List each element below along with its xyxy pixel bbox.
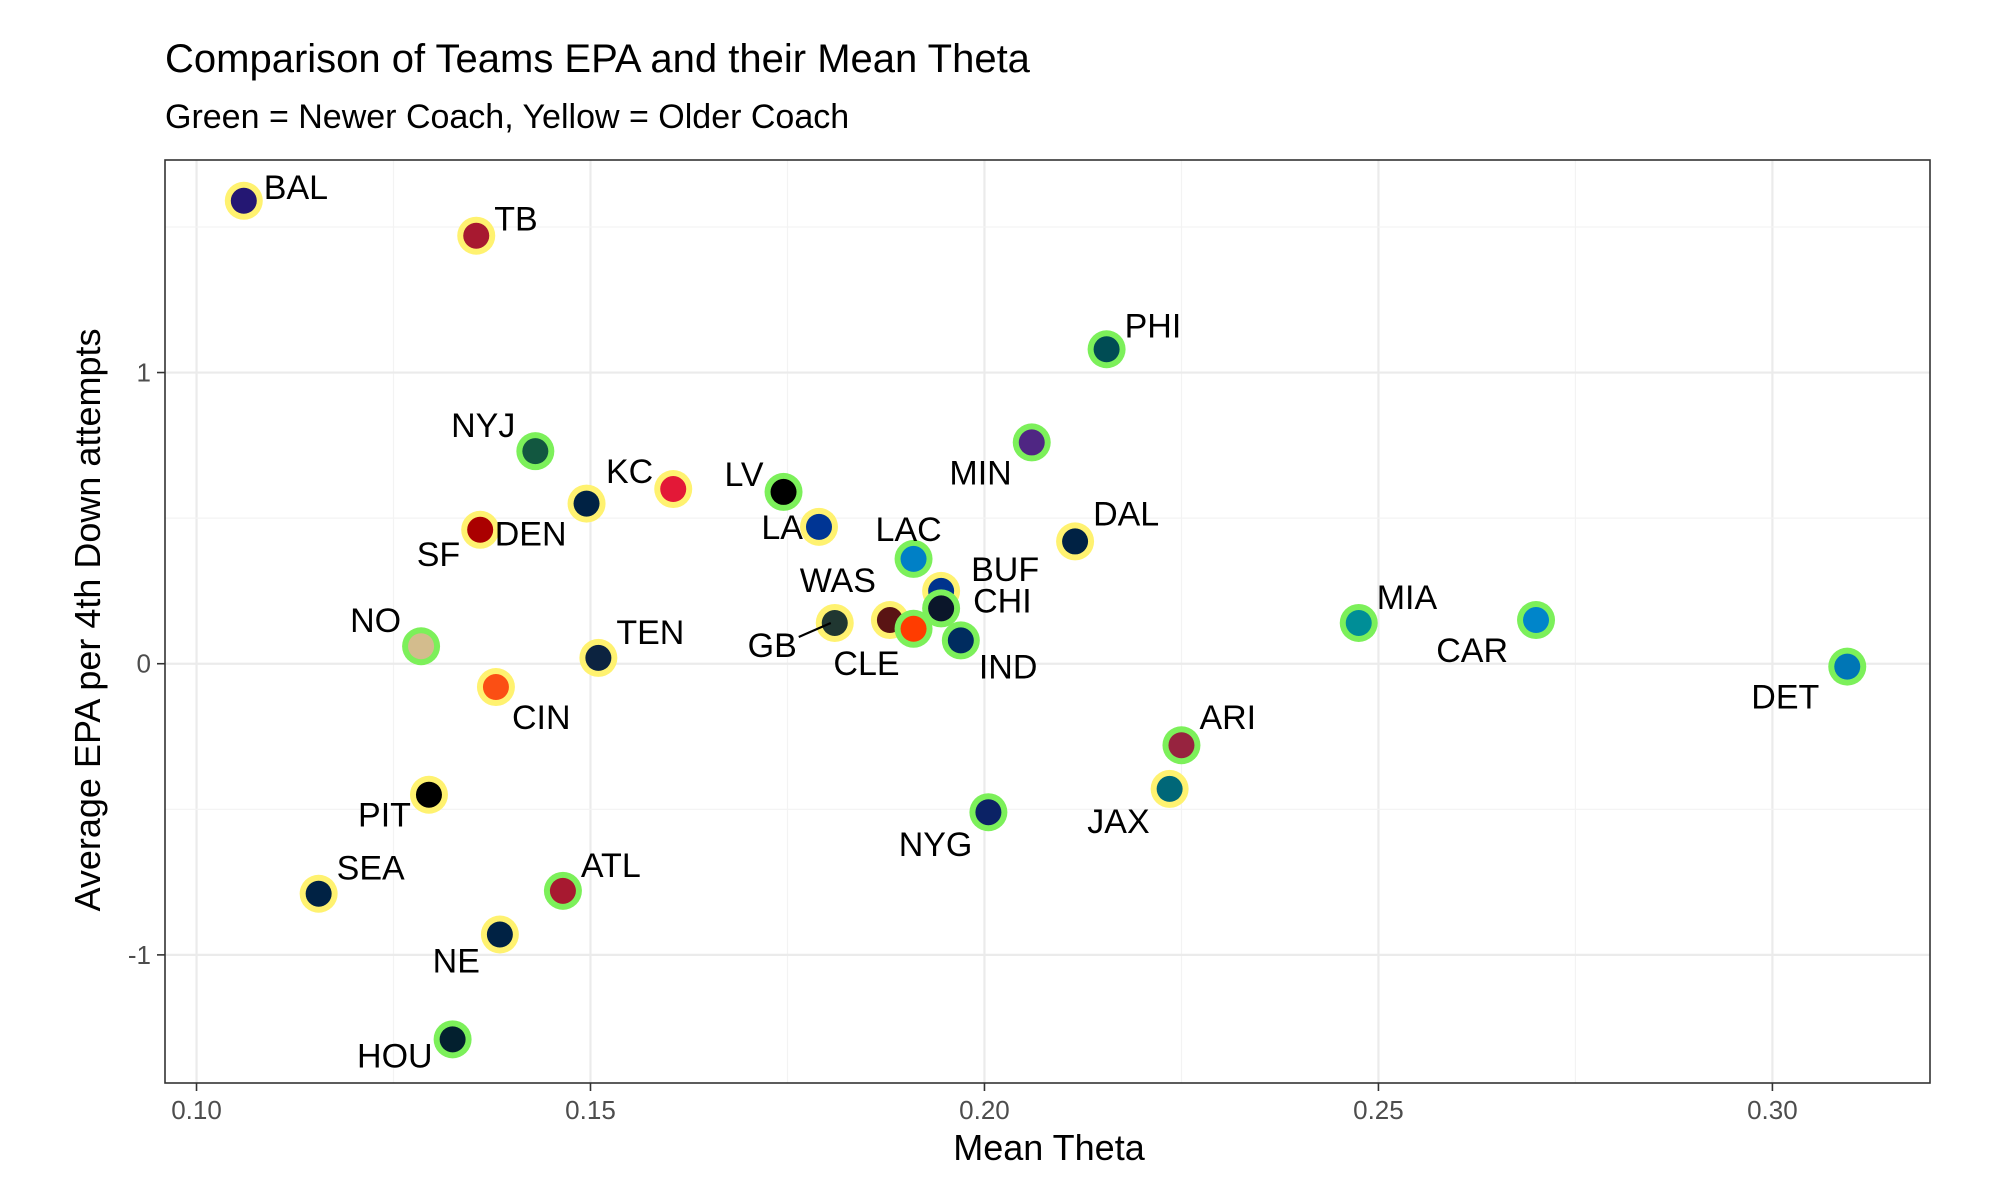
point-label-was: WAS (800, 562, 876, 600)
point-gb (821, 609, 848, 636)
point-label-bal: BAL (264, 169, 328, 207)
point-label-sea: SEA (337, 850, 405, 888)
point-label-buf: BUF (971, 551, 1039, 589)
point-car (1523, 607, 1550, 634)
x-tick-label: 0.25 (1353, 1095, 1404, 1125)
point-ten (585, 644, 612, 671)
point-label-hou: HOU (357, 1037, 433, 1075)
x-tick-label: 0.10 (171, 1095, 222, 1125)
point-label-kc: KC (606, 453, 653, 491)
point-label-ind: IND (979, 648, 1038, 686)
point-label-jax: JAX (1087, 803, 1149, 841)
point-label-la: LA (761, 509, 803, 547)
point-tb (463, 222, 490, 249)
point-dal (1062, 528, 1089, 555)
point-label-sf: SF (417, 536, 460, 574)
point-ne (486, 921, 513, 948)
point-label-chi: CHI (973, 582, 1032, 620)
point-ind (947, 627, 974, 654)
point-label-det: DET (1751, 679, 1819, 717)
point-jax (1156, 775, 1183, 802)
point-label-gb: GB (748, 627, 797, 665)
x-tick-label: 0.20 (959, 1095, 1010, 1125)
panel-border (164, 159, 1931, 1084)
x-axis-title: Mean Theta (953, 1127, 1145, 1168)
point-label-lac: LAC (876, 511, 942, 549)
point-cle (900, 615, 927, 642)
point-label-phi: PHI (1125, 307, 1182, 345)
point-lac (900, 545, 927, 572)
point-sea (305, 880, 332, 907)
point-nyj (522, 438, 549, 465)
point-kc (660, 476, 687, 503)
point-label-no: NO (350, 602, 401, 640)
point-nyg (975, 799, 1002, 826)
point-label-ne: NE (433, 943, 480, 981)
point-label-mia: MIA (1377, 579, 1438, 617)
point-label-nyg: NYG (899, 826, 973, 864)
point-no (408, 633, 435, 660)
point-min (1018, 429, 1045, 456)
point-label-atl: ATL (581, 847, 641, 885)
point-chi (928, 595, 955, 622)
point-label-nyj: NYJ (451, 407, 515, 445)
point-label-min: MIN (949, 454, 1011, 492)
point-label-cle: CLE (833, 645, 899, 683)
chart-subtitle: Green = Newer Coach, Yellow = Older Coac… (165, 98, 849, 136)
point-label-den: DEN (495, 516, 567, 554)
point-mia (1345, 609, 1372, 636)
plot-panel: 0.10 0.15 0.20 0.25 0.30 -1 0 1 BAL TB PHI NYJ MIN KC… (128, 159, 1931, 1125)
y-axis-title: Average EPA per 4th Down attempts (67, 329, 108, 912)
point-lv (770, 478, 797, 505)
y-tick-label: 1 (137, 358, 151, 388)
point-label-ari: ARI (1199, 699, 1256, 737)
point-label-lv: LV (724, 456, 763, 494)
y-tick-label: -1 (128, 940, 151, 970)
y-tick-label: 0 (137, 649, 151, 679)
point-cin (482, 674, 509, 701)
chart-title: Comparison of Teams EPA and their Mean T… (165, 37, 1031, 81)
point-det (1834, 653, 1861, 680)
point-label-pit: PIT (358, 797, 411, 835)
point-phi (1093, 336, 1120, 363)
label-leader-gb (798, 621, 832, 638)
point-atl (549, 877, 576, 904)
point-bal (230, 187, 257, 214)
point-pit (415, 781, 442, 808)
point-la (805, 513, 832, 540)
point-hou (439, 1026, 466, 1053)
point-ari (1168, 732, 1195, 759)
x-tick-label: 0.30 (1747, 1095, 1798, 1125)
point-label-ten: TEN (616, 614, 684, 652)
point-label-car: CAR (1436, 632, 1508, 670)
point-den (573, 490, 600, 517)
point-label-tb: TB (494, 201, 537, 239)
point-label-dal: DAL (1093, 495, 1159, 533)
x-tick-label: 0.15 (565, 1095, 616, 1125)
point-label-cin: CIN (512, 699, 571, 737)
point-sf (467, 516, 494, 543)
